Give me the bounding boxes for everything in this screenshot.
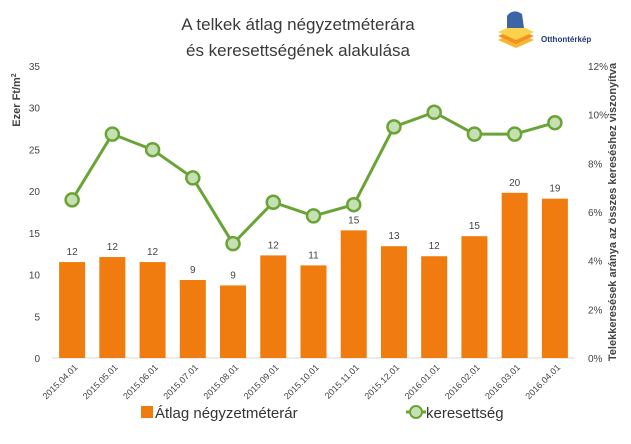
y-tick-label: 5	[34, 312, 40, 323]
bar	[179, 279, 206, 358]
bar	[340, 230, 367, 358]
bar-data-label: 12	[268, 240, 280, 251]
logo: Otthontérkép	[498, 11, 591, 48]
line-point	[64, 192, 80, 208]
y-tick-label: 0	[34, 354, 40, 365]
bar-data-label: 12	[429, 241, 441, 252]
bar	[300, 265, 327, 358]
bar	[139, 262, 166, 358]
bar-data-label: 15	[469, 221, 481, 232]
line-point	[426, 104, 442, 120]
bar	[260, 255, 287, 358]
line-point	[547, 114, 563, 131]
y-tick-label: 30	[29, 104, 41, 115]
y-tick-label: 20	[29, 187, 41, 198]
y-tick-label: 35	[29, 62, 41, 73]
y2-tick-label: 8%	[588, 159, 603, 170]
logo-text: Otthontérkép	[541, 35, 591, 44]
line-point	[265, 194, 282, 211]
bar-data-label: 12	[67, 247, 79, 258]
chart-title-line1: A telkek átlag négyzetméterára	[181, 15, 415, 34]
x-tick-label: 2015.04.01	[41, 362, 80, 401]
x-tick-label: 2015.06.01	[121, 362, 160, 401]
line-point	[104, 126, 121, 142]
y2-axis-label: Telekkeresések aránya az összes keresésh…	[607, 62, 619, 361]
bar-data-label: 13	[388, 231, 400, 242]
bar	[501, 192, 528, 358]
legend: Átlag négyzetméterár keresettség	[141, 405, 504, 422]
line-point	[185, 170, 201, 186]
bar-data-label: 15	[348, 215, 360, 226]
y2-tick-label: 6%	[588, 208, 603, 219]
series-line	[70, 110, 556, 247]
y2-tick-label: 2%	[588, 305, 603, 316]
y-tick-label: 10	[29, 271, 41, 282]
line-point	[386, 119, 402, 135]
bar	[541, 198, 568, 358]
house-icon	[507, 11, 524, 28]
y2-tick-label: 10%	[588, 111, 608, 122]
line-point	[345, 196, 362, 213]
x-tick-label: 2016.02.01	[443, 362, 482, 401]
line-point	[506, 126, 523, 142]
y-axis-label: Ezer Ft/m2	[11, 73, 23, 127]
bar-data-label: 12	[107, 242, 119, 253]
bar	[421, 256, 448, 358]
chart-title-line2: és keresettségének alakulása	[186, 41, 411, 60]
bar	[380, 246, 407, 358]
line-point	[466, 126, 483, 142]
x-tick-label: 2016.03.01	[483, 362, 522, 401]
bar-data-label: 9	[230, 270, 236, 281]
bar	[99, 257, 126, 358]
y-tick-label: 15	[29, 229, 41, 240]
x-tick-label: 2015.12.01	[362, 362, 401, 401]
x-tick-label: 2015.08.01	[202, 362, 241, 401]
x-tick-label: 2015.11.01	[323, 362, 361, 400]
line-point	[305, 208, 322, 224]
x-tick-label: 2015.09.01	[242, 362, 281, 401]
bar-data-label: 9	[190, 265, 196, 276]
bar	[220, 285, 247, 358]
line-point	[225, 235, 241, 252]
y2-tick-label: 12%	[588, 62, 608, 73]
y2-tick-label: 4%	[588, 257, 603, 268]
line-point	[144, 141, 161, 158]
bar-data-label: 11	[308, 250, 319, 261]
y2-tick-label: 0%	[588, 354, 603, 365]
y-tick-label: 25	[29, 145, 41, 156]
legend-line-marker	[409, 405, 423, 419]
legend-line-label: keresettség	[426, 405, 504, 422]
x-tick-label: 2015.10.01	[282, 362, 321, 401]
legend-bar-swatch	[141, 406, 153, 418]
x-tick-label: 2016.04.01	[523, 362, 562, 401]
x-tick-label: 2015.05.01	[81, 362, 120, 401]
x-tick-label: 2015.07.01	[161, 362, 200, 401]
bar-data-label: 20	[509, 178, 521, 189]
legend-bar-label: Átlag négyzetméterár	[155, 405, 298, 422]
bar-data-label: 19	[549, 184, 561, 195]
x-tick-label: 2016.01.01	[403, 362, 442, 401]
bar	[461, 236, 488, 358]
bar-data-label: 12	[147, 247, 159, 258]
bar	[59, 262, 86, 358]
